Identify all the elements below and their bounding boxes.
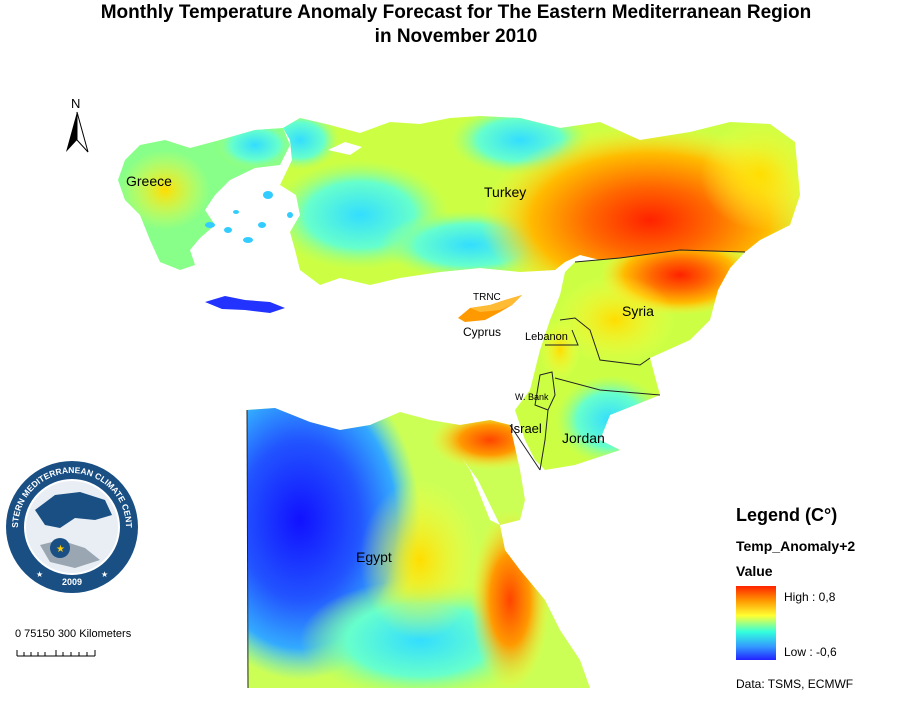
label-jordan: Jordan [562,430,605,446]
turkey-region [280,116,800,285]
label-syria: Syria [622,303,654,319]
label-israel: Israel [510,421,542,436]
legend-color-ramp [736,586,776,660]
scale-bar-labels: 0 75150 300 Kilometers [15,628,132,640]
svg-text:EASTERN MEDITERRANEAN CLIMATE: EASTERN MEDITERRANEAN CLIMATE CENTRE [0,0,134,529]
svg-text:★: ★ [36,570,43,579]
label-greece: Greece [126,173,172,189]
label-cyprus: Cyprus [463,325,501,339]
label-trnc: TRNC [473,292,501,303]
north-arrow: N [66,96,89,153]
svg-text:★: ★ [101,570,108,579]
legend-layer-name: Temp_Anomaly+2 [736,538,856,554]
svg-text:2009: 2009 [62,577,82,587]
scale-bar [16,650,96,657]
greece-region [118,128,290,270]
svg-text:★: ★ [56,544,65,555]
label-west-bank: W. Bank [515,392,549,402]
svg-text:N: N [71,96,80,111]
crete-region [205,296,285,313]
data-source-credit: Data: TSMS, ECMWF [736,677,854,691]
label-egypt: Egypt [356,549,392,565]
legend-low-label: Low : -0,6 [784,645,837,659]
legend-value-label: Value [736,563,773,579]
map-title-line-2: in November 2010 [374,26,538,47]
legend-title: Legend (C°) [736,505,838,525]
map-title-line-1: Monthly Temperature Anomaly Forecast for… [100,2,812,23]
cyprus-region [458,295,522,322]
legend-high-label: High : 0,8 [784,590,836,604]
label-lebanon: Lebanon [525,331,568,343]
emcc-logo: ★ EASTERN MEDITERRANEAN CLIMATE CENTRE 2… [0,0,138,593]
levant-region [515,249,746,471]
label-turkey: Turkey [484,184,526,200]
